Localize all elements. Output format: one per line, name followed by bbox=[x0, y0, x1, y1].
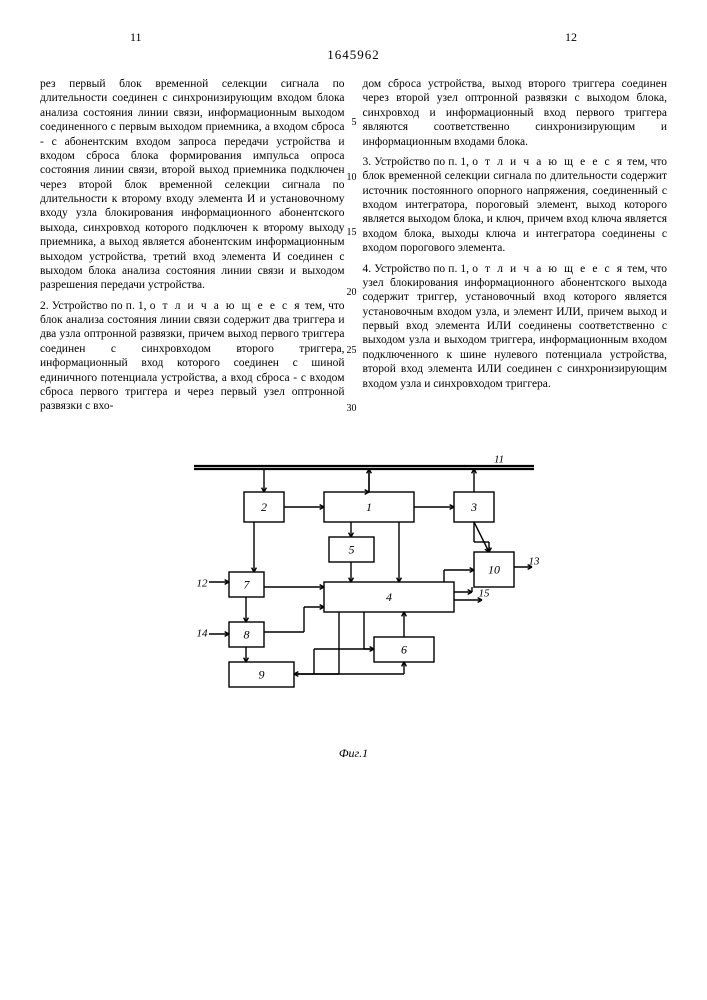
page-number-left: 11 bbox=[130, 30, 142, 45]
claim-rest: тем, что узел блокирования информационно… bbox=[363, 263, 668, 390]
claim-spaced: о т л и ч а ю щ е е с я bbox=[150, 300, 302, 312]
line-number: 15 bbox=[347, 227, 357, 240]
claim-lead: 3. Устройство по п. 1, bbox=[363, 156, 470, 168]
line-number: 20 bbox=[347, 287, 357, 300]
paragraph: 3. Устройство по п. 1, о т л и ч а ю щ е… bbox=[363, 155, 668, 256]
svg-text:13: 13 bbox=[528, 555, 540, 567]
svg-text:6: 6 bbox=[401, 642, 407, 656]
claim-lead: 2. Устройство по п. 1, bbox=[40, 300, 147, 312]
svg-text:10: 10 bbox=[488, 562, 500, 576]
figure-1: 111235410789612141315 Фиг.1 bbox=[40, 442, 667, 761]
page-number-right: 12 bbox=[565, 30, 577, 45]
line-number: 25 bbox=[347, 345, 357, 358]
svg-text:5: 5 bbox=[348, 542, 354, 556]
line-number: 5 bbox=[352, 117, 357, 130]
svg-text:11: 11 bbox=[494, 453, 504, 465]
svg-text:2: 2 bbox=[261, 499, 267, 513]
svg-text:12: 12 bbox=[196, 577, 208, 589]
line-number: 10 bbox=[347, 172, 357, 185]
block-diagram: 111235410789612141315 bbox=[154, 442, 554, 742]
line-number: 30 bbox=[347, 403, 357, 416]
paragraph: дом сброса устройства, выход второго три… bbox=[363, 77, 668, 149]
svg-text:9: 9 bbox=[258, 667, 264, 681]
svg-text:3: 3 bbox=[470, 499, 477, 513]
claim-spaced: о т л и ч а ю щ е е с я bbox=[472, 263, 624, 275]
paragraph: 4. Устройство по п. 1, о т л и ч а ю щ е… bbox=[363, 262, 668, 391]
column-left: 5 10 15 20 25 30 рез первый блок временн… bbox=[40, 77, 345, 420]
paragraph: 2. Устройство по п. 1, о т л и ч а ю щ е… bbox=[40, 299, 345, 414]
column-right: дом сброса устройства, выход второго три… bbox=[363, 77, 668, 420]
doc-number: 1645962 bbox=[40, 47, 667, 63]
svg-text:1: 1 bbox=[366, 499, 372, 513]
claim-spaced: о т л и ч а ю щ е е с я bbox=[472, 156, 624, 168]
svg-text:7: 7 bbox=[243, 577, 250, 591]
claim-lead: 4. Устройство по п. 1, bbox=[363, 263, 470, 275]
claim-rest: тем, что блок анализа состояния линии св… bbox=[40, 300, 345, 413]
svg-text:4: 4 bbox=[386, 589, 392, 603]
svg-text:14: 14 bbox=[196, 627, 208, 639]
figure-caption: Фиг.1 bbox=[40, 746, 667, 761]
text-columns: 5 10 15 20 25 30 рез первый блок временн… bbox=[40, 77, 667, 420]
claim-rest: тем, что блок временной селекции сигнала… bbox=[363, 156, 668, 254]
paragraph: рез первый блок временной селекции сигна… bbox=[40, 77, 345, 293]
svg-text:8: 8 bbox=[243, 627, 249, 641]
svg-text:15: 15 bbox=[478, 587, 490, 599]
